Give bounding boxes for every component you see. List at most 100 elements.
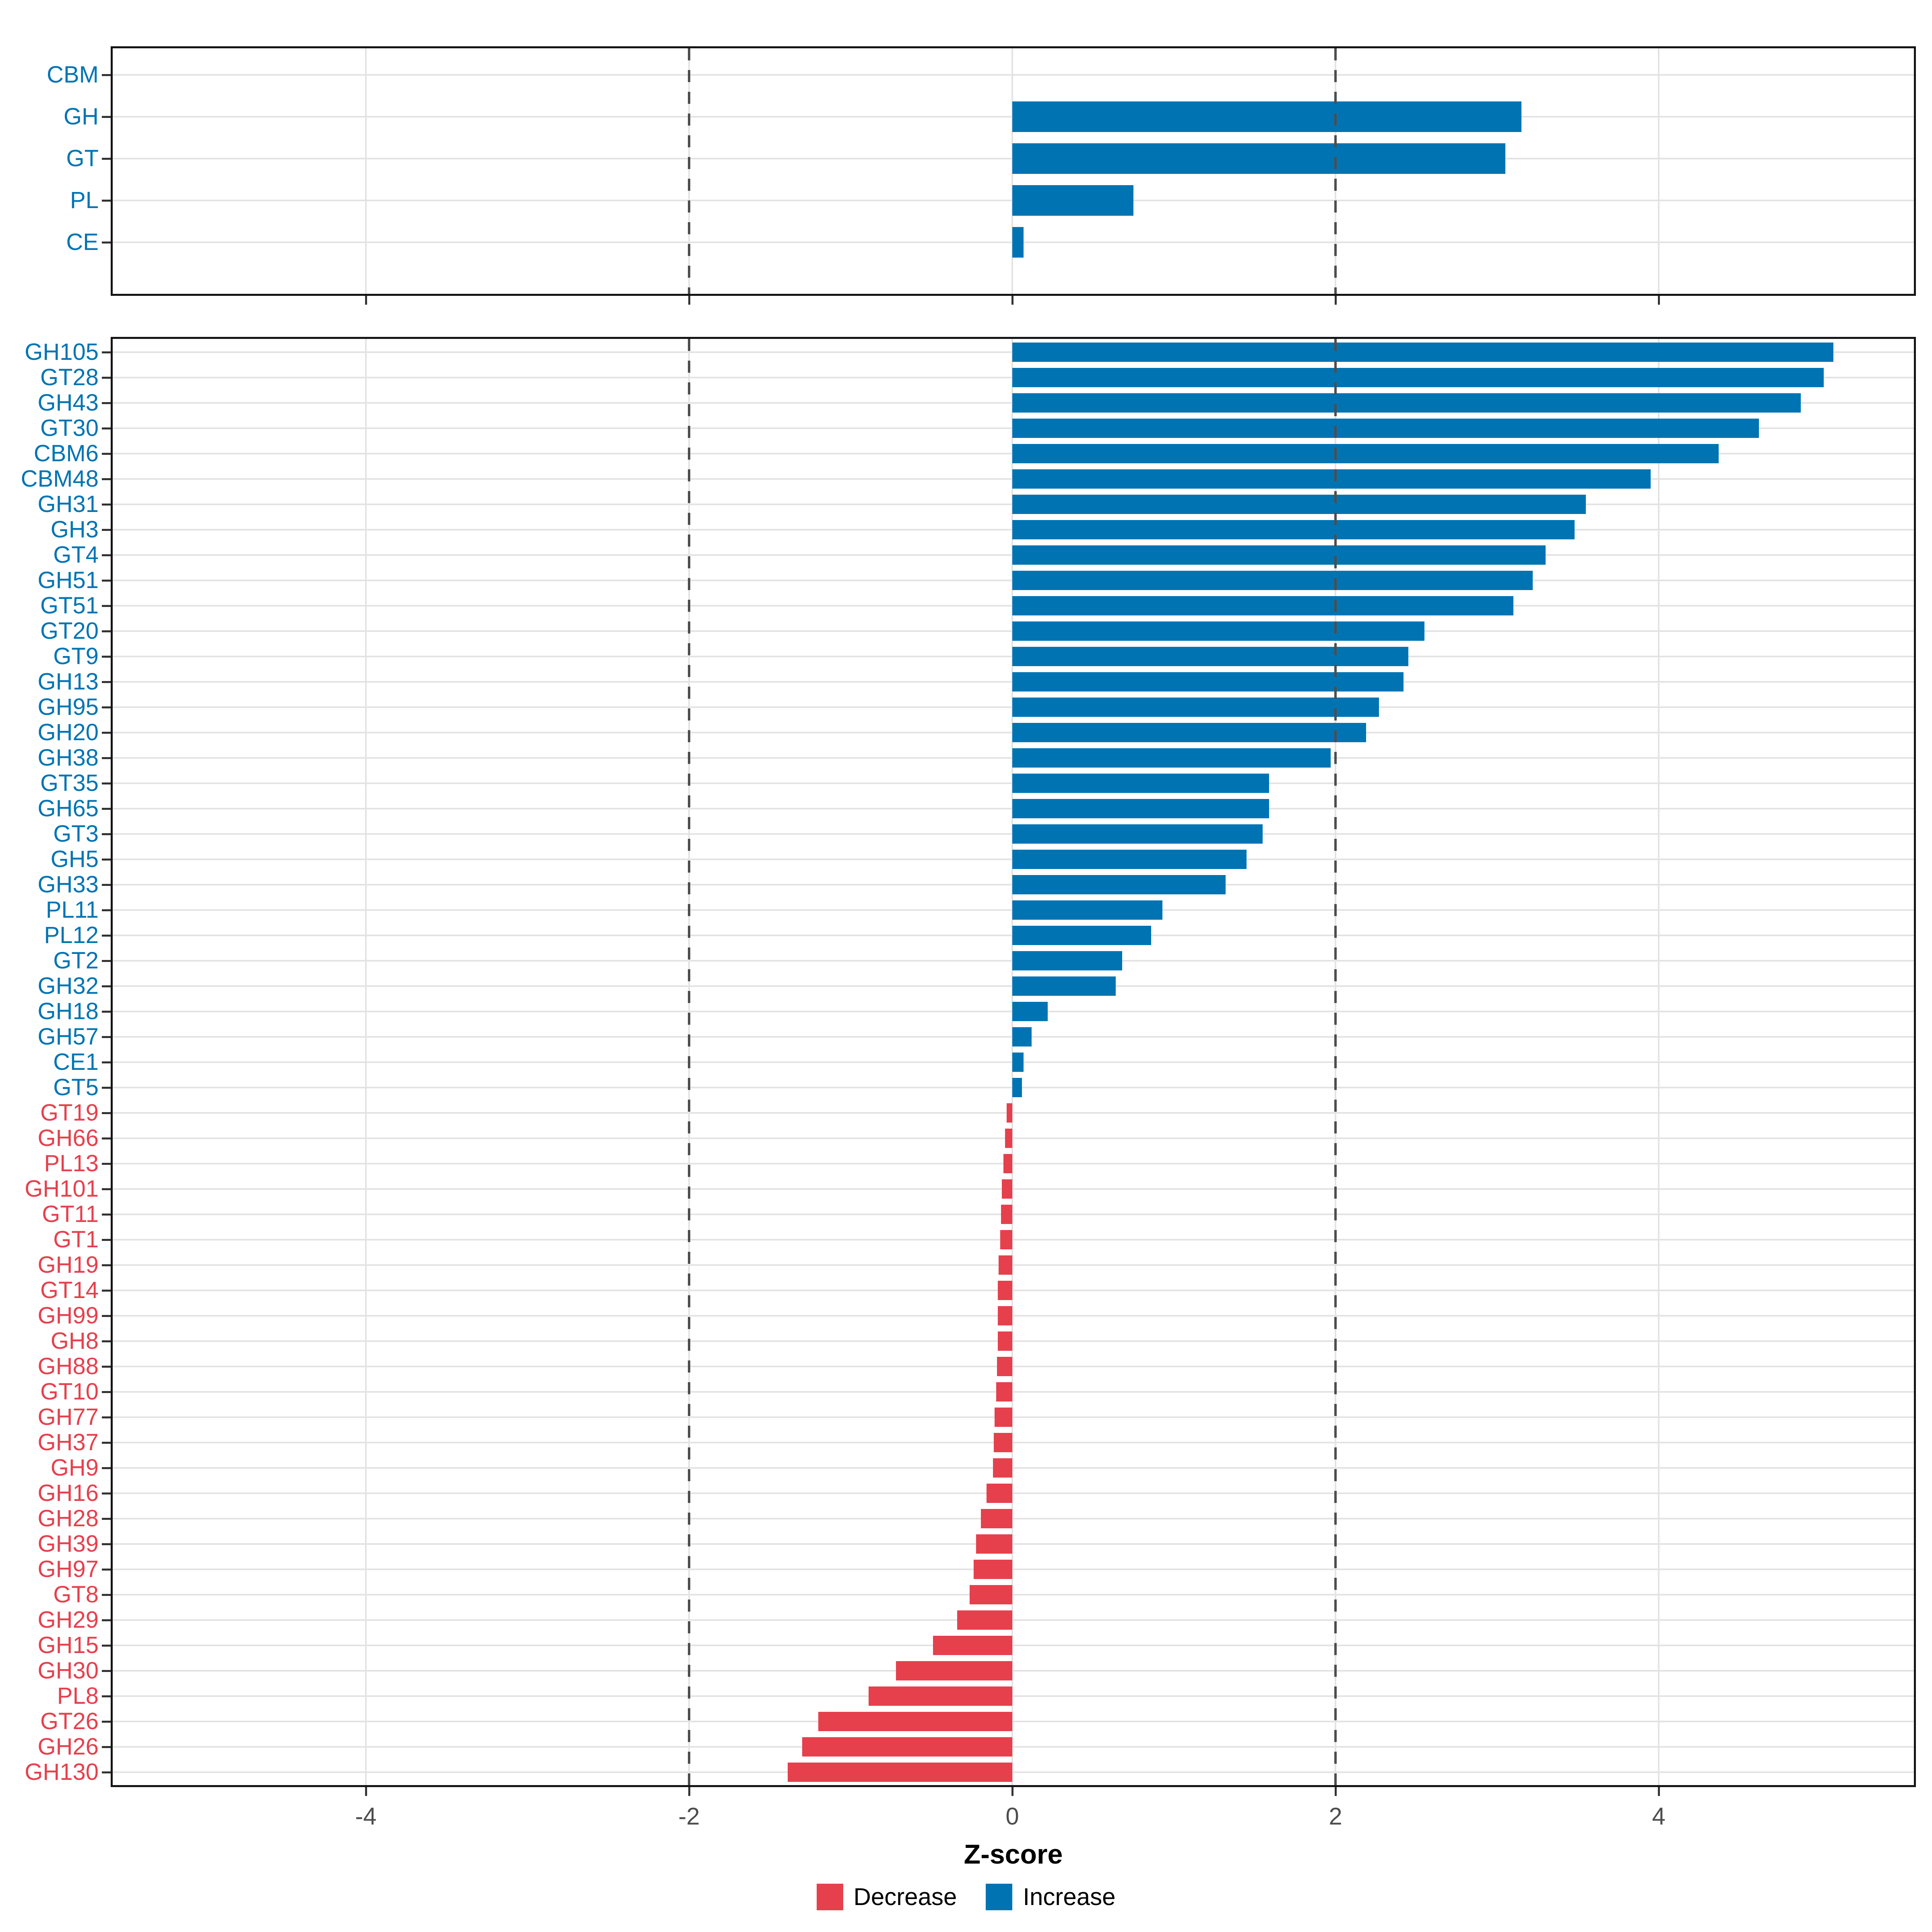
y-label-GH3: GH3 — [50, 516, 99, 543]
y-tick-CBM6 — [102, 453, 111, 455]
y-tick-CBM48 — [102, 478, 111, 480]
y-tick-GH88 — [102, 1366, 111, 1368]
y-label-GT2: GT2 — [53, 947, 99, 974]
y-label-CE1: CE1 — [53, 1049, 99, 1075]
legend-swatch-increase — [986, 1884, 1013, 1910]
y-tick-GH32 — [102, 985, 111, 987]
y-tick-GT10 — [102, 1391, 111, 1393]
y-tick-GT20 — [102, 630, 111, 632]
x-tick-0 — [1011, 296, 1013, 305]
bar-GH43 — [1012, 393, 1801, 413]
gridline-row-PL8 — [113, 1695, 1914, 1697]
bar-GH — [1012, 101, 1521, 132]
x-tick--2 — [688, 296, 690, 305]
legend: Decrease Increase — [0, 1884, 1932, 1910]
y-label-GT1: GT1 — [53, 1226, 99, 1253]
bar-GT2 — [1012, 951, 1123, 970]
y-tick-GH15 — [102, 1645, 111, 1647]
y-label-GT14: GT14 — [40, 1277, 99, 1303]
y-label-GT19: GT19 — [40, 1100, 99, 1126]
gridline-row-GH30 — [113, 1670, 1914, 1672]
y-label-GH9: GH9 — [50, 1455, 99, 1481]
y-label-GH29: GH29 — [37, 1607, 99, 1633]
y-label-GT5: GT5 — [53, 1074, 99, 1100]
y-tick-GT28 — [102, 377, 111, 379]
gridline-row-GT19 — [113, 1112, 1914, 1114]
x-tick-4 — [1658, 1787, 1660, 1796]
y-label-GH105: GH105 — [25, 339, 99, 365]
bar-GH30 — [896, 1661, 1012, 1680]
y-label-GH88: GH88 — [37, 1353, 99, 1379]
gridline-row-GH9 — [113, 1467, 1914, 1469]
y-label-CBM: CBM — [47, 62, 99, 88]
y-tick-GT5 — [102, 1087, 111, 1089]
gridline-row-GH66 — [113, 1137, 1914, 1139]
x-tick-label-4: 4 — [1652, 1803, 1666, 1830]
y-label-GH130: GH130 — [25, 1759, 99, 1785]
bar-GH16 — [986, 1484, 1012, 1503]
y-label-PL11: PL11 — [45, 897, 99, 923]
bar-GT11 — [1001, 1205, 1012, 1224]
x-tick--2 — [688, 1787, 690, 1796]
bar-GH8 — [997, 1331, 1012, 1351]
bar-GT8 — [969, 1585, 1012, 1604]
gridline-row-GH26 — [113, 1746, 1914, 1748]
gridline-row-GT14 — [113, 1290, 1914, 1291]
bar-GH13 — [1012, 672, 1404, 691]
bar-GH15 — [933, 1636, 1012, 1655]
y-tick-GH39 — [102, 1543, 111, 1545]
bar-GH39 — [976, 1534, 1012, 1554]
y-label-PL8: PL8 — [57, 1683, 99, 1709]
x-tick-2 — [1335, 296, 1337, 305]
y-tick-GH26 — [102, 1746, 111, 1748]
y-tick-GT2 — [102, 960, 111, 962]
gridline-row-GT26 — [113, 1721, 1914, 1722]
x-tick--4 — [365, 1787, 367, 1796]
bar-GH19 — [998, 1255, 1012, 1275]
bar-GH57 — [1012, 1027, 1032, 1046]
bar-GH88 — [997, 1357, 1012, 1376]
y-tick-GT9 — [102, 656, 111, 658]
y-tick-GH9 — [102, 1467, 111, 1469]
y-tick-GH95 — [102, 706, 111, 708]
y-tick-PL8 — [102, 1695, 111, 1697]
bar-GT5 — [1012, 1078, 1022, 1097]
bar-GH28 — [980, 1509, 1012, 1528]
y-tick-GT14 — [102, 1290, 111, 1292]
y-tick-GH13 — [102, 681, 111, 683]
y-label-GH37: GH37 — [37, 1429, 99, 1455]
y-label-GH33: GH33 — [37, 871, 99, 898]
bar-GH99 — [997, 1306, 1012, 1325]
y-label-GH30: GH30 — [37, 1657, 99, 1684]
y-tick-GH8 — [102, 1340, 111, 1342]
y-label-GH: GH — [64, 103, 99, 130]
bar-GH33 — [1012, 875, 1226, 894]
bar-GH18 — [1012, 1002, 1048, 1021]
y-label-GH32: GH32 — [37, 973, 99, 999]
y-label-CE: CE — [66, 229, 99, 255]
y-label-GH95: GH95 — [37, 694, 99, 720]
y-tick-GT — [102, 158, 111, 160]
y-label-GH97: GH97 — [37, 1556, 99, 1582]
y-label-PL13: PL13 — [44, 1150, 99, 1177]
gridline-row-GH39 — [113, 1543, 1914, 1545]
bar-GH9 — [993, 1458, 1012, 1478]
y-tick-GH105 — [102, 351, 111, 353]
gridline-row-GH19 — [113, 1264, 1914, 1266]
y-label-GH18: GH18 — [37, 998, 99, 1024]
y-tick-GH77 — [102, 1416, 111, 1418]
y-label-GH26: GH26 — [37, 1734, 99, 1760]
y-tick-GH18 — [102, 1011, 111, 1013]
y-tick-GH5 — [102, 859, 111, 861]
y-label-GH57: GH57 — [37, 1024, 99, 1050]
y-label-GH31: GH31 — [37, 491, 99, 517]
x-tick-0 — [1011, 1787, 1013, 1796]
x-tick-label--2: -2 — [678, 1803, 700, 1830]
gridline-row-GH88 — [113, 1366, 1914, 1367]
bar-CE — [1012, 227, 1024, 258]
y-tick-CBM — [102, 74, 111, 76]
bar-GT — [1012, 143, 1505, 174]
bar-GT1 — [1000, 1230, 1012, 1249]
y-tick-GT51 — [102, 605, 111, 607]
x-tick-label-2: 2 — [1329, 1803, 1342, 1830]
